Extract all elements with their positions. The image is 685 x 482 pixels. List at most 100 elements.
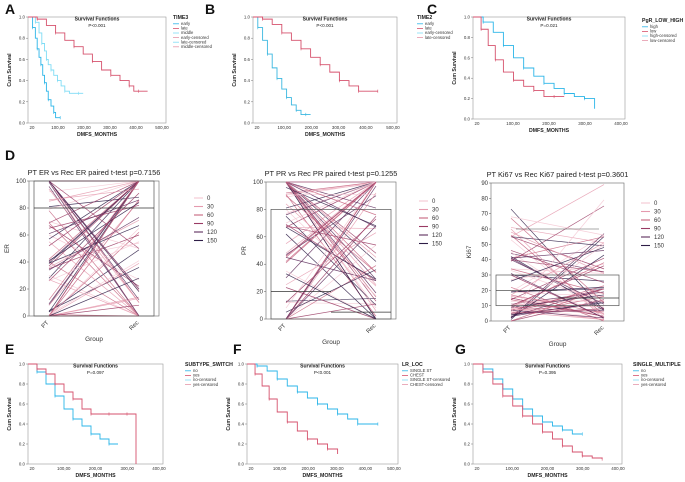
km-legend-entry: no-censored [641, 377, 665, 382]
km-y-tick-label: 0.8 [19, 36, 26, 41]
paired-line [48, 180, 140, 247]
paired-y-tick-label: 30 [481, 273, 488, 279]
km-x-label: DMFS_MONTHS [75, 473, 116, 479]
km-y-tick-label: 0.2 [19, 442, 26, 447]
km-p-value: P<0.001 [88, 23, 106, 28]
km-y-tick-label: 0.8 [464, 382, 471, 387]
km-title: Survival Functions [75, 17, 120, 23]
paired-y-tick-label: 20 [19, 287, 26, 293]
km-legend-entry: early [181, 21, 191, 26]
km-x-tick-label: 300,00 [578, 121, 592, 126]
paired-line [48, 180, 140, 290]
km-frame [246, 363, 399, 465]
km-frame [472, 16, 626, 120]
paired-line [510, 309, 605, 319]
paired-legend-entry: 60 [432, 216, 439, 222]
km-p-value: P<0.001 [316, 23, 334, 28]
paired-line [510, 251, 605, 316]
paired-x-tick-rec: Rec [366, 323, 378, 335]
paired-line [285, 181, 377, 224]
km-y-tick-label: 0.0 [238, 462, 245, 467]
paired-line [285, 181, 377, 244]
paired-y-tick-label: 60 [19, 233, 26, 239]
km-x-tick-label: 20 [30, 466, 35, 471]
paired-legend-entry: 30 [432, 208, 439, 214]
paired-line [510, 231, 605, 274]
km-x-tick-label: 400,00 [152, 466, 166, 471]
km-legend-entry: no [641, 368, 646, 373]
km-y-tick-label: 0.6 [464, 55, 471, 60]
paired-line [510, 288, 605, 322]
paired-line [48, 180, 140, 301]
paired-x-tick-pt: PT [278, 323, 288, 333]
km-curve-high [473, 16, 596, 109]
paired-y-tick-label: 50 [481, 242, 488, 248]
paired-legend-entry: 0 [432, 199, 436, 205]
km-legend-entry: SINGLE ST-censored [410, 377, 451, 382]
paired-legend-entry: 30 [654, 210, 661, 216]
km-x-tick-label: 20 [255, 125, 260, 130]
paired-legend-entry: 0 [207, 196, 211, 202]
paired-legend-entry: 120 [432, 233, 443, 239]
km-y-label: Cum Survival [452, 397, 458, 431]
km-legend-title: PgR_LOW_HIGH [642, 18, 683, 24]
km-legend-title: TIME3 [173, 15, 188, 21]
km-y-label: Cum Survival [232, 53, 238, 87]
km-legend-entry: early-censored [181, 35, 209, 40]
paired-y-tick-label: 40 [19, 260, 26, 266]
paired-line [510, 199, 605, 313]
km-title: Survival Functions [525, 364, 570, 370]
km-x-tick-label: 20 [475, 121, 480, 126]
paired-line [285, 226, 377, 229]
paired-y-label: Ki67 [466, 245, 473, 258]
km-y-tick-label: 1.0 [464, 15, 471, 20]
km-x-tick-label: 100,00 [506, 466, 520, 471]
km-curve-middle [28, 16, 84, 94]
paired-y-label: PR [241, 246, 248, 255]
paired-line [285, 273, 377, 320]
paired-line [48, 199, 140, 317]
km-x-tick-label: 100,00 [51, 125, 65, 130]
km-x-tick-label: 20 [30, 125, 35, 130]
paired-line [285, 270, 377, 320]
paired-lines [510, 184, 605, 322]
km-p-value: P=0.021 [540, 23, 558, 28]
paired-legend-entry: 90 [207, 222, 214, 228]
paired-line [510, 242, 605, 296]
paired-line [285, 287, 377, 320]
paired-line [48, 275, 140, 317]
paired-line [510, 273, 605, 319]
km-legend-title: LR_LOC [402, 362, 423, 368]
paired-line [48, 241, 140, 282]
km-frame [472, 363, 623, 465]
paired-y-tick-label: 100 [253, 180, 264, 186]
paired-y-tick-label: 70 [481, 212, 488, 218]
km-y-tick-label: 0.2 [19, 99, 26, 104]
km-y-label: Cum Survival [452, 51, 458, 85]
km-x-label: DMFS_MONTHS [77, 132, 118, 138]
paired-legend-entry: 120 [654, 235, 665, 241]
km-x-tick-label: 300,00 [576, 466, 590, 471]
paired-line [48, 180, 140, 240]
km-curve-low [473, 16, 565, 98]
paired-y-tick-label: 80 [481, 196, 488, 202]
km-curve-chest [247, 363, 339, 454]
km-curve-late [253, 16, 378, 92]
paired-line [510, 265, 605, 306]
paired-legend-entry: 60 [207, 213, 214, 219]
paired-x-label: Group [322, 339, 340, 346]
km-x-tick-label: 100,00 [506, 121, 520, 126]
paired-line [285, 233, 377, 320]
paired-line [48, 180, 140, 279]
km-y-tick-label: 0.2 [244, 99, 251, 104]
paired-line [510, 247, 605, 282]
paired-x-tick-rec: Rec [129, 320, 141, 332]
km-x-tick-label: 300,00 [332, 125, 346, 130]
panel-label-e: E [5, 341, 14, 357]
km-y-tick-label: 1.0 [19, 362, 26, 367]
km-p-value: P=0.395 [539, 370, 557, 375]
km-x-tick-label: 200,00 [77, 125, 91, 130]
